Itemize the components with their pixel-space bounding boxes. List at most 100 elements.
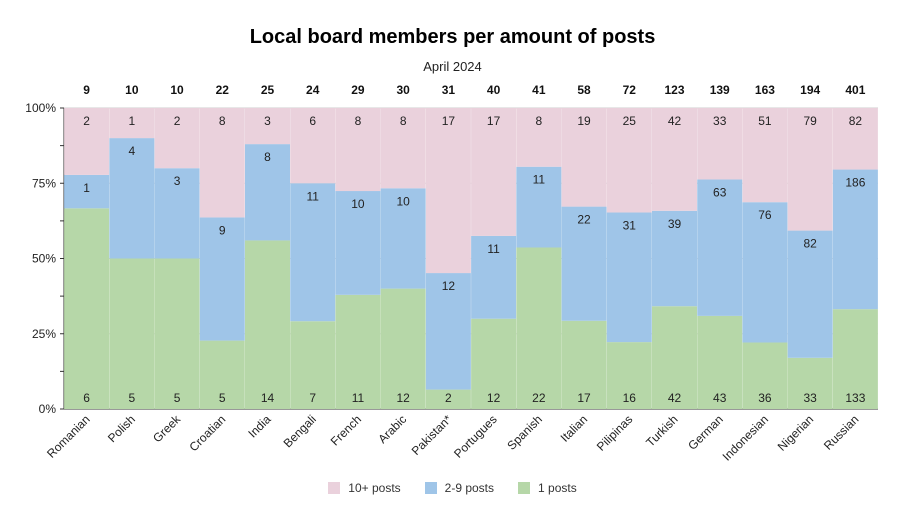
data-label: 51 bbox=[758, 114, 772, 128]
bar-segment bbox=[425, 108, 471, 274]
data-label: 36 bbox=[758, 391, 772, 405]
x-tick-label: Portugues bbox=[451, 412, 500, 461]
data-label: 11 bbox=[306, 189, 319, 203]
bar-segment bbox=[154, 168, 200, 259]
data-label: 10 bbox=[396, 194, 410, 208]
bar-segment bbox=[199, 217, 245, 341]
data-label: 17 bbox=[487, 114, 501, 128]
total-label: 123 bbox=[664, 83, 684, 97]
bar-segment bbox=[380, 288, 426, 409]
bar-segment bbox=[832, 309, 878, 409]
data-label: 42 bbox=[668, 114, 682, 128]
legend-swatch bbox=[328, 482, 341, 494]
x-tick-label: Arabic bbox=[375, 412, 409, 446]
bar-segment bbox=[742, 342, 788, 409]
bar-segment bbox=[606, 342, 652, 409]
data-label: 17 bbox=[577, 391, 591, 405]
bar-segment bbox=[199, 340, 245, 409]
total-label: 30 bbox=[396, 83, 410, 97]
data-label: 3 bbox=[264, 114, 271, 128]
total-label: 139 bbox=[710, 83, 730, 97]
total-label: 31 bbox=[442, 83, 456, 97]
bar-segment bbox=[245, 144, 290, 241]
x-tick-label: Bengali bbox=[281, 412, 319, 450]
bar-segment bbox=[380, 188, 426, 289]
bar-segment bbox=[652, 108, 697, 211]
bar-segment bbox=[290, 108, 336, 184]
data-label: 63 bbox=[713, 185, 727, 199]
bar-segment bbox=[335, 191, 381, 295]
data-label: 22 bbox=[532, 391, 546, 405]
bar-segment bbox=[832, 169, 878, 310]
data-label: 11 bbox=[487, 242, 500, 256]
bar-segment bbox=[697, 315, 743, 409]
data-label: 16 bbox=[623, 391, 637, 405]
x-tick-label: Romanian bbox=[44, 412, 93, 461]
bar-segment bbox=[787, 230, 833, 358]
total-label: 22 bbox=[216, 83, 230, 97]
bar-segment bbox=[154, 108, 200, 169]
bar-segment bbox=[64, 174, 110, 209]
y-tick-label: 75% bbox=[32, 176, 56, 190]
total-label: 29 bbox=[351, 83, 365, 97]
data-label: 2 bbox=[445, 391, 452, 405]
bar-segment bbox=[742, 108, 788, 203]
data-label: 25 bbox=[623, 114, 637, 128]
chart-subtitle: April 2024 bbox=[423, 59, 482, 74]
bar-segment bbox=[245, 108, 290, 145]
legend-item: 1 posts bbox=[518, 481, 577, 495]
data-label: 10 bbox=[351, 197, 365, 211]
data-label: 43 bbox=[713, 391, 727, 405]
x-tick-label: Nigerian bbox=[775, 412, 817, 454]
data-label: 17 bbox=[442, 114, 456, 128]
bar-segment bbox=[516, 247, 562, 409]
data-label: 82 bbox=[803, 237, 817, 251]
data-label: 4 bbox=[128, 144, 135, 158]
total-label: 10 bbox=[170, 83, 184, 97]
x-tick-label: Greek bbox=[150, 412, 184, 446]
y-tick-label: 25% bbox=[32, 327, 56, 341]
data-label: 8 bbox=[219, 114, 226, 128]
legend: 10+ posts 2-9 posts 1 posts bbox=[0, 481, 905, 495]
data-label: 8 bbox=[264, 150, 271, 164]
total-label: 401 bbox=[845, 83, 865, 97]
x-tick-label: Croatian bbox=[186, 412, 228, 454]
data-label: 42 bbox=[668, 391, 682, 405]
bar-segment bbox=[561, 320, 607, 409]
data-label: 2 bbox=[83, 114, 90, 128]
legend-label: 10+ posts bbox=[348, 481, 401, 495]
bar-segment bbox=[335, 108, 381, 192]
legend-item: 10+ posts bbox=[328, 481, 401, 495]
y-tick-label: 50% bbox=[32, 252, 56, 266]
bar-segment bbox=[652, 306, 697, 409]
bar-segment bbox=[787, 357, 833, 409]
legend-item: 2-9 posts bbox=[424, 481, 495, 495]
data-label: 6 bbox=[83, 391, 90, 405]
bar-segment bbox=[109, 108, 155, 139]
legend-swatch bbox=[424, 482, 437, 494]
bar-segment bbox=[245, 240, 290, 409]
data-label: 12 bbox=[442, 279, 456, 293]
bar-segment bbox=[290, 321, 336, 409]
data-label: 8 bbox=[400, 114, 407, 128]
data-label: 186 bbox=[845, 176, 865, 190]
data-label: 33 bbox=[713, 114, 727, 128]
y-tick-label: 100% bbox=[25, 101, 56, 115]
total-label: 9 bbox=[83, 83, 90, 97]
data-label: 12 bbox=[487, 391, 501, 405]
data-label: 7 bbox=[309, 391, 316, 405]
x-tick-label: Pilipinas bbox=[594, 412, 636, 454]
data-label: 2 bbox=[174, 114, 181, 128]
bar-segment bbox=[652, 210, 697, 307]
total-label: 41 bbox=[532, 83, 546, 97]
x-tick-label: Polish bbox=[105, 412, 138, 445]
bar-segment bbox=[199, 108, 245, 218]
bar-segment bbox=[471, 235, 517, 319]
bar-segment bbox=[606, 108, 652, 213]
data-label: 76 bbox=[758, 208, 772, 222]
total-label: 40 bbox=[487, 83, 501, 97]
total-label: 194 bbox=[800, 83, 820, 97]
legend-label: 2-9 posts bbox=[444, 481, 495, 495]
data-label: 8 bbox=[355, 114, 362, 128]
